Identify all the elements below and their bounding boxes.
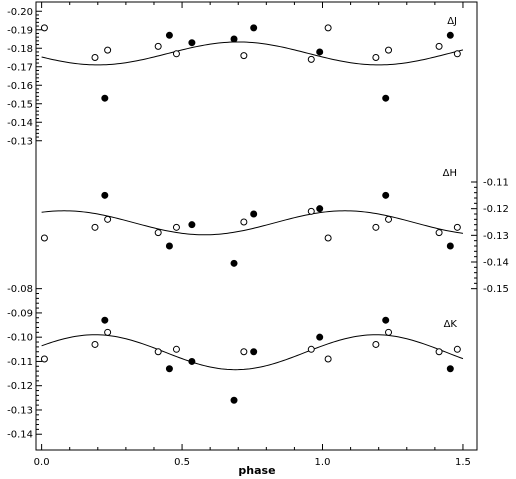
data-point-open <box>324 234 332 242</box>
data-point-filled <box>382 94 390 102</box>
panel-label: ΔH <box>443 168 457 179</box>
data-point-open <box>104 328 112 336</box>
y-tick-label: -0.17 <box>7 62 33 73</box>
x-axis-label: phase <box>238 464 275 477</box>
data-point-open <box>172 345 180 353</box>
y-tick-label: -0.18 <box>7 44 33 55</box>
data-point-open <box>307 207 315 215</box>
y-tick-label: -0.09 <box>7 308 33 319</box>
y-tick-label: -0.13 <box>7 405 33 416</box>
data-point-filled <box>446 242 454 250</box>
data-point-filled <box>230 259 238 267</box>
data-point-filled <box>230 396 238 404</box>
data-point-open <box>154 42 162 50</box>
data-point-open <box>307 345 315 353</box>
y-tick-label: -0.11 <box>483 178 509 189</box>
data-point-filled <box>165 242 173 250</box>
tick-layer <box>36 2 477 450</box>
y-tick-label: -0.13 <box>483 231 509 242</box>
data-point-open <box>91 54 99 61</box>
y-tick-label: -0.13 <box>7 136 33 147</box>
data-point-open <box>40 234 48 242</box>
y-tick-label: -0.14 <box>483 258 509 269</box>
data-point-open <box>104 215 112 223</box>
data-point-open <box>385 46 393 54</box>
y-tick-label: -0.15 <box>7 99 33 110</box>
point-layer <box>40 24 461 404</box>
data-point-open <box>385 215 393 223</box>
data-point-open <box>324 355 332 363</box>
data-point-open <box>453 345 461 353</box>
y-tick-label: -0.14 <box>7 430 33 441</box>
data-point-filled <box>382 191 390 199</box>
data-point-open <box>372 340 380 348</box>
data-point-filled <box>316 333 324 341</box>
data-point-filled <box>165 365 173 373</box>
fit-curve <box>41 41 464 66</box>
data-point-filled <box>188 39 196 47</box>
data-point-filled <box>316 205 324 213</box>
data-point-open <box>453 50 461 58</box>
y-tick-label: -0.15 <box>483 284 509 295</box>
data-point-filled <box>250 210 258 218</box>
data-point-open <box>172 223 180 231</box>
data-point-open <box>435 229 443 237</box>
data-point-open <box>172 50 180 58</box>
data-point-open <box>453 223 461 231</box>
data-point-filled <box>446 31 454 39</box>
data-point-open <box>372 223 380 231</box>
data-point-filled <box>188 221 196 229</box>
data-point-open <box>435 42 443 50</box>
x-tick-label: 0.5 <box>174 457 190 468</box>
data-point-filled <box>101 94 109 102</box>
fit-curve <box>41 210 464 236</box>
fit-curve <box>41 334 464 371</box>
data-point-open <box>240 52 248 60</box>
data-point-open <box>435 348 443 356</box>
data-point-open <box>372 54 380 61</box>
label-layer: 0.0 0.5 1.0 1.5 -0.20 -0.19 -0.18 -0.17 -0.16 -0.… <box>7 7 509 468</box>
data-point-filled <box>101 316 109 324</box>
data-point-open <box>104 46 112 54</box>
y-tick-label: -0.10 <box>7 333 33 344</box>
y-tick-label: -0.12 <box>483 204 509 215</box>
data-point-open <box>154 229 162 237</box>
data-point-open <box>91 340 99 348</box>
x-tick-label: 0.0 <box>34 457 50 468</box>
data-point-filled <box>188 357 196 365</box>
panel-label: ΔK <box>444 319 458 330</box>
x-tick-label: 1.0 <box>315 457 331 468</box>
y-tick-label: -0.20 <box>7 7 33 18</box>
data-point-filled <box>230 35 238 43</box>
data-point-filled <box>165 31 173 39</box>
data-point-open <box>307 55 315 63</box>
plot-frame <box>35 1 478 451</box>
data-point-filled <box>101 191 109 199</box>
data-point-open <box>91 223 99 231</box>
data-point-filled <box>382 316 390 324</box>
data-point-filled <box>316 48 324 56</box>
data-point-filled <box>250 24 258 32</box>
x-tick-label: 1.5 <box>455 457 471 468</box>
data-point-open <box>154 348 162 356</box>
data-point-open <box>385 328 393 336</box>
y-tick-label: -0.08 <box>7 284 33 295</box>
y-tick-label: -0.16 <box>7 81 33 92</box>
data-point-filled <box>250 348 258 356</box>
data-point-open <box>324 24 332 32</box>
y-tick-label: -0.11 <box>7 357 33 368</box>
data-point-open <box>40 24 48 32</box>
y-tick-label: -0.14 <box>7 118 33 129</box>
data-point-open <box>40 355 48 363</box>
curve-layer <box>41 41 464 371</box>
data-point-open <box>240 218 248 226</box>
y-tick-label: -0.19 <box>7 25 33 36</box>
data-point-open <box>240 348 248 356</box>
panel-label: ΔJ <box>447 16 457 27</box>
data-point-filled <box>446 365 454 373</box>
y-tick-label: -0.12 <box>7 381 33 392</box>
